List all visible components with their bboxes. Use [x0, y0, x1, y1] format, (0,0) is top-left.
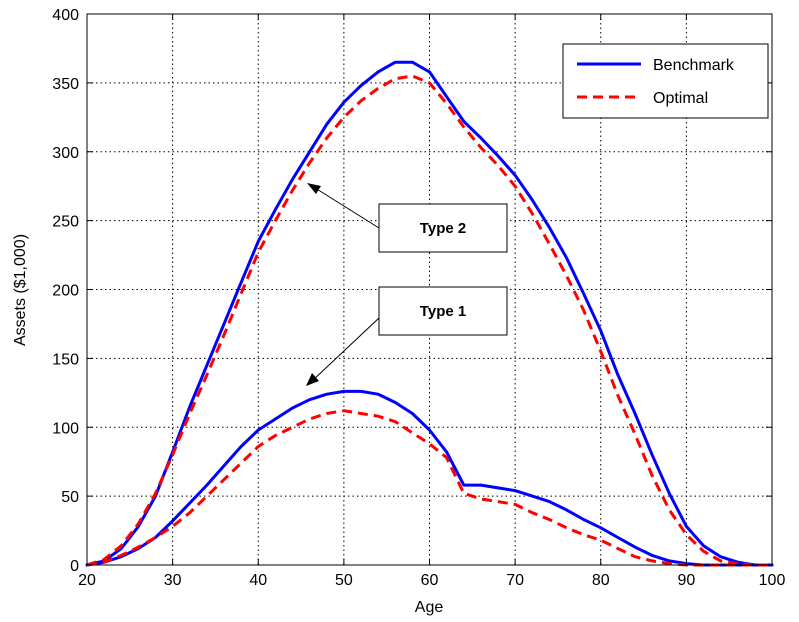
annotation-type-1-arrowhead — [306, 373, 319, 386]
legend-box — [562, 43, 769, 119]
x-tick-label: 60 — [421, 572, 439, 589]
x-tick-label: 30 — [164, 572, 182, 589]
y-tick-label: 100 — [52, 420, 79, 437]
legend-optimal-label: Optimal — [653, 90, 708, 107]
annotation-type-1: Type 1 — [306, 286, 508, 386]
type-1-optimal-line — [86, 409, 772, 567]
x-tick-label: 40 — [249, 572, 267, 589]
y-tick-label: 250 — [52, 214, 79, 231]
type-1-benchmark-line — [85, 389, 774, 567]
y-tick-label: 0 — [70, 558, 79, 575]
y-tick-label: 150 — [52, 351, 79, 368]
annotation-type-2: Type 2 — [307, 183, 508, 253]
x-tick-label: 100 — [759, 572, 786, 589]
y-tick-label: 50 — [61, 489, 79, 506]
y-tick-label: 350 — [52, 76, 79, 93]
type-2-optimal-line — [86, 74, 772, 567]
x-tick-label: 80 — [592, 572, 610, 589]
x-tick-label: 90 — [677, 572, 695, 589]
annotation-type-1-label: Type 1 — [420, 303, 466, 320]
x-axis-label: Age — [415, 599, 444, 616]
annotation-type-2-arrowhead — [307, 183, 321, 194]
annotation-type-1-arrow — [310, 317, 380, 383]
x-tick-label: 70 — [506, 572, 524, 589]
type-2-benchmark-line — [85, 60, 774, 567]
axis-tick-labels: 20 30 40 50 60 70 80 90 100 0 50 100 150 200 250 300 350… — [52, 7, 785, 589]
legend: Benchmark Optimal — [562, 43, 769, 119]
x-tick-label: 50 — [335, 572, 353, 589]
annotation-type-2-box — [378, 203, 508, 253]
y-tick-label: 300 — [52, 145, 79, 162]
y-axis-label: Assets ($1,000) — [12, 234, 29, 346]
axis-ticks — [86, 13, 773, 566]
x-tick-label: 20 — [78, 572, 96, 589]
y-tick-label: 200 — [52, 283, 79, 300]
annotation-type-2-label: Type 2 — [420, 220, 466, 237]
data-series — [85, 60, 774, 567]
annotation-type-1-box — [378, 286, 508, 336]
annotation-type-2-arrow — [311, 185, 380, 229]
legend-benchmark-label: Benchmark — [653, 57, 735, 74]
y-tick-label: 400 — [52, 7, 79, 24]
